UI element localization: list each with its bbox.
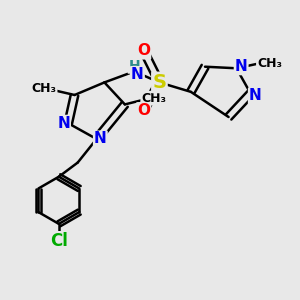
Text: CH₃: CH₃ [141, 92, 166, 105]
Text: CH₃: CH₃ [32, 82, 57, 95]
Text: S: S [152, 73, 167, 92]
Text: Cl: Cl [50, 232, 68, 250]
Text: N: N [94, 131, 107, 146]
Text: O: O [137, 103, 150, 118]
Text: N: N [249, 88, 262, 104]
Text: CH₃: CH₃ [257, 57, 282, 70]
Text: O: O [137, 44, 150, 59]
Text: N: N [131, 67, 144, 82]
Text: H: H [128, 59, 140, 73]
Text: N: N [57, 116, 70, 131]
Text: N: N [235, 59, 247, 74]
